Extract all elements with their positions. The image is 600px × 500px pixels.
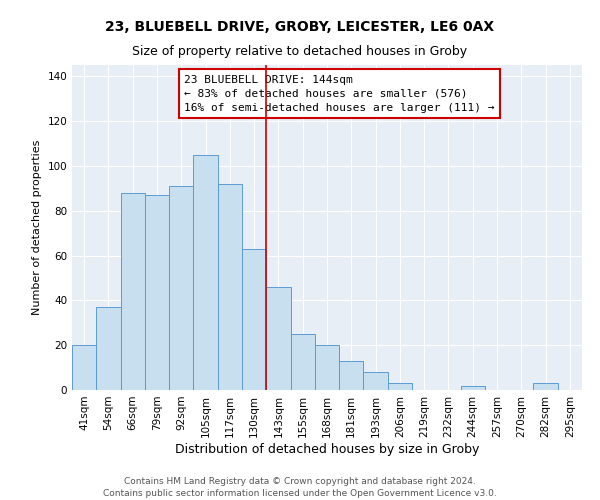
Text: Size of property relative to detached houses in Groby: Size of property relative to detached ho…: [133, 45, 467, 58]
Bar: [290, 334, 315, 390]
Bar: [533, 384, 558, 390]
Bar: [145, 195, 169, 390]
Text: 23 BLUEBELL DRIVE: 144sqm
← 83% of detached houses are smaller (576)
16% of semi: 23 BLUEBELL DRIVE: 144sqm ← 83% of detac…: [184, 74, 494, 113]
X-axis label: Distribution of detached houses by size in Groby: Distribution of detached houses by size …: [175, 442, 479, 456]
Text: 23, BLUEBELL DRIVE, GROBY, LEICESTER, LE6 0AX: 23, BLUEBELL DRIVE, GROBY, LEICESTER, LE…: [106, 20, 494, 34]
Bar: [266, 287, 290, 390]
Bar: [218, 184, 242, 390]
Y-axis label: Number of detached properties: Number of detached properties: [32, 140, 42, 315]
Text: Contains HM Land Registry data © Crown copyright and database right 2024.
Contai: Contains HM Land Registry data © Crown c…: [103, 476, 497, 498]
Bar: [193, 154, 218, 390]
Bar: [169, 186, 193, 390]
Bar: [242, 249, 266, 390]
Bar: [315, 345, 339, 390]
Bar: [96, 307, 121, 390]
Bar: [388, 384, 412, 390]
Bar: [121, 193, 145, 390]
Bar: [339, 361, 364, 390]
Bar: [364, 372, 388, 390]
Bar: [461, 386, 485, 390]
Bar: [72, 345, 96, 390]
